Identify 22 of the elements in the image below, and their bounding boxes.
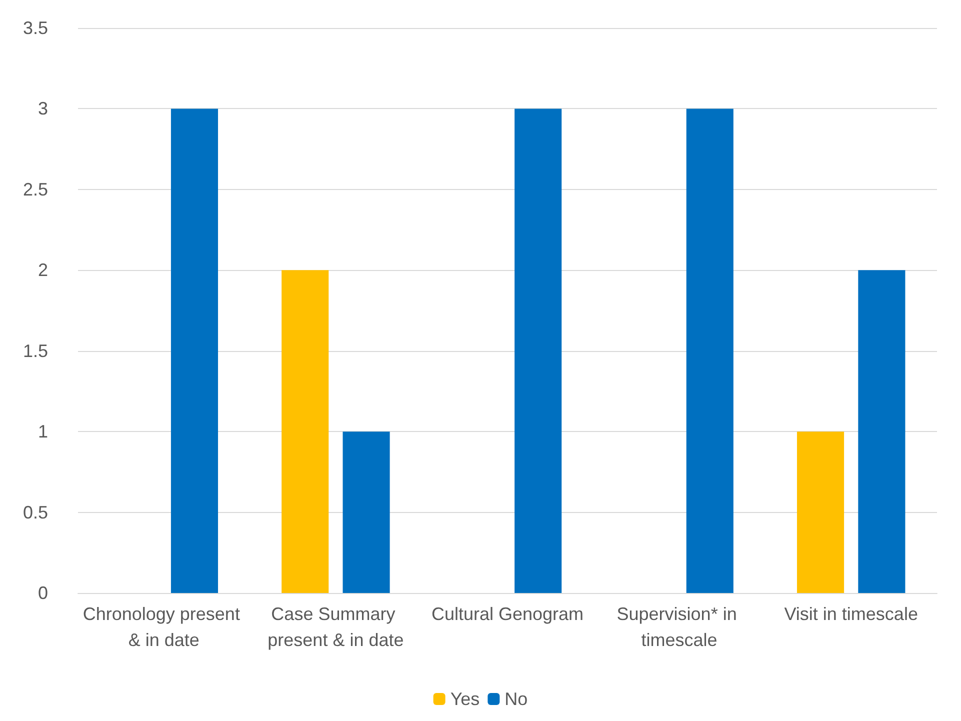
x-tick-label: Cultural Genogram [431,604,584,624]
bar [858,270,906,593]
bar [282,270,329,593]
x-tick-label: Chronology present & in date [82,604,245,650]
x-tick-label: Visit in timescale [784,604,918,624]
bar [796,432,844,593]
legend-label: No [504,689,528,709]
y-tick-label: 2 [38,260,48,280]
y-tick-label: 1.5 [22,340,48,361]
legend-label: Yes [450,689,480,709]
y-tick-label: 2.5 [22,179,48,200]
y-tick-label: 3 [38,98,48,119]
x-tick-label: Supervision* in timescale [616,604,742,650]
bar [342,432,390,593]
y-tick-label: 0.5 [22,502,48,522]
bar [686,108,734,593]
y-tick-label: 1 [38,422,48,442]
y-tick-label: 0 [38,583,48,603]
x-tick-label: Case Summary present & in date [268,604,404,650]
y-tick-label: 3.5 [22,18,48,38]
bar [170,108,218,593]
bar [514,108,562,593]
